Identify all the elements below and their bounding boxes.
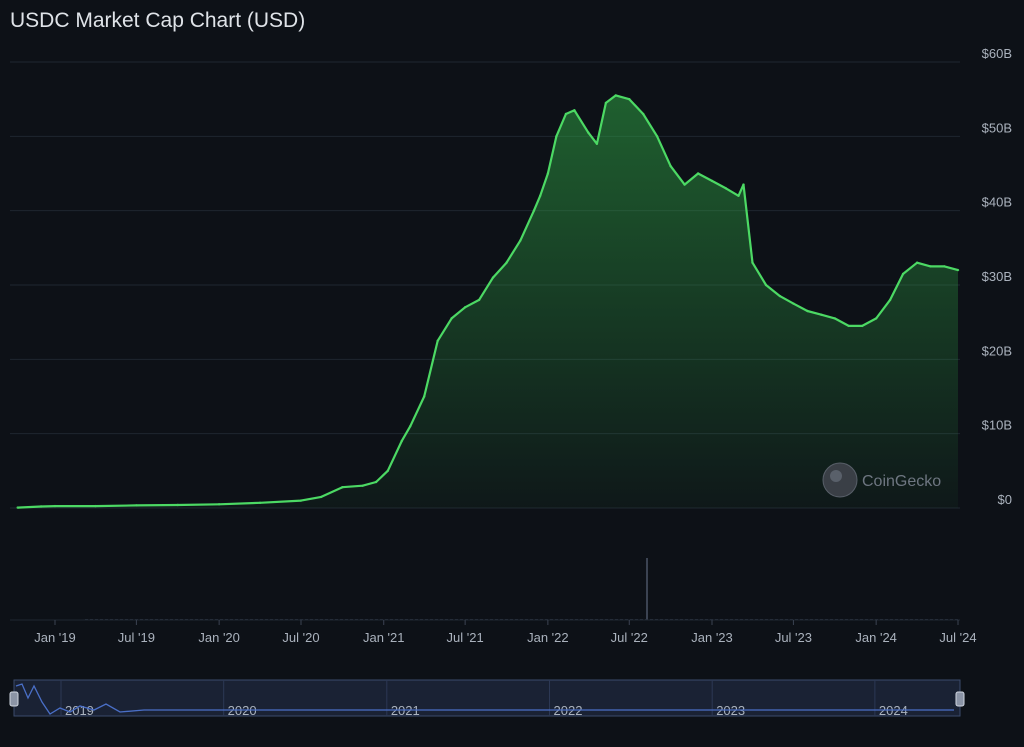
data-point[interactable] — [491, 276, 495, 279]
x-tick-label: Jul '23 — [775, 630, 812, 645]
data-point[interactable] — [875, 317, 878, 320]
data-point[interactable] — [320, 495, 323, 499]
data-point[interactable] — [792, 302, 795, 305]
data-point[interactable] — [505, 261, 508, 264]
x-tick-label: Jan '19 — [34, 630, 76, 645]
data-point[interactable] — [546, 172, 550, 175]
data-point[interactable] — [176, 503, 179, 507]
data-point[interactable] — [929, 265, 932, 268]
data-point[interactable] — [669, 164, 672, 168]
data-point[interactable] — [915, 261, 919, 264]
data-point[interactable] — [539, 194, 542, 197]
data-point[interactable] — [956, 268, 960, 272]
navigator-series-line — [15, 683, 954, 715]
data-point[interactable] — [614, 94, 617, 97]
data-point[interactable] — [94, 504, 97, 508]
data-point[interactable] — [409, 425, 412, 428]
data-point[interactable] — [861, 324, 864, 328]
data-point[interactable] — [532, 209, 536, 212]
data-point[interactable] — [258, 501, 262, 504]
data-point[interactable] — [436, 339, 439, 342]
x-tick-label: Jan '23 — [691, 630, 733, 645]
data-point[interactable] — [696, 172, 700, 175]
data-point[interactable] — [888, 298, 892, 302]
data-point[interactable] — [737, 194, 740, 197]
data-point[interactable] — [477, 298, 481, 302]
data-point[interactable] — [628, 98, 631, 101]
y-tick-label: $30B — [982, 269, 1012, 284]
data-point[interactable] — [361, 484, 364, 487]
data-point[interactable] — [217, 503, 221, 506]
data-point[interactable] — [604, 101, 608, 105]
data-point[interactable] — [400, 439, 403, 443]
data-point[interactable] — [724, 187, 728, 190]
data-point[interactable] — [595, 142, 599, 145]
x-tick-label: Jan '20 — [198, 630, 240, 645]
watermark: CoinGecko — [862, 473, 941, 490]
navigator-tick-label: 2019 — [65, 703, 94, 718]
x-tick-label: Jul '20 — [282, 630, 319, 645]
data-point[interactable] — [943, 265, 946, 268]
data-point[interactable] — [299, 499, 303, 502]
navigator-right-handle[interactable] — [955, 691, 965, 707]
y-tick-label: $60B — [982, 46, 1012, 61]
series-line[interactable] — [17, 94, 959, 509]
x-tick-label: Jan '22 — [527, 630, 569, 645]
data-point[interactable] — [806, 309, 809, 313]
data-point[interactable] — [655, 135, 659, 138]
data-point[interactable] — [53, 504, 57, 508]
y-tick-label: $10B — [982, 418, 1012, 433]
x-tick-label: Jul '22 — [611, 630, 648, 645]
data-point[interactable] — [833, 317, 836, 320]
data-point[interactable] — [39, 505, 43, 508]
data-point[interactable] — [423, 395, 426, 398]
x-tick-label: Jul '21 — [447, 630, 484, 645]
data-point[interactable] — [778, 294, 782, 298]
y-tick-label: $50B — [982, 120, 1012, 135]
data-point[interactable] — [683, 183, 686, 186]
chart-title: USDC Market Cap Chart (USD) — [10, 9, 306, 32]
data-point[interactable] — [519, 239, 522, 242]
data-point[interactable] — [463, 306, 467, 309]
volume-spike — [646, 558, 648, 620]
data-point[interactable] — [555, 135, 558, 138]
data-point[interactable] — [374, 480, 378, 484]
coingecko-logo-eye-icon — [830, 470, 842, 482]
data-point[interactable] — [450, 317, 453, 320]
data-point[interactable] — [901, 272, 905, 276]
data-point[interactable] — [642, 112, 645, 116]
x-tick-label: Jul '19 — [118, 630, 155, 645]
data-point[interactable] — [847, 324, 850, 328]
data-point[interactable] — [564, 112, 568, 116]
navigator-left-handle[interactable] — [9, 691, 19, 707]
data-point[interactable] — [764, 283, 768, 287]
data-point[interactable] — [135, 504, 138, 507]
series-area — [17, 95, 958, 509]
data-point[interactable] — [742, 183, 745, 186]
data-point[interactable] — [710, 179, 714, 183]
data-point[interactable] — [587, 131, 590, 134]
data-point[interactable] — [751, 261, 754, 264]
data-point[interactable] — [386, 469, 389, 472]
y-tick-label: $20B — [982, 343, 1012, 358]
y-tick-label: $0 — [998, 492, 1012, 507]
data-point[interactable] — [341, 486, 344, 489]
x-tick-label: Jan '21 — [363, 630, 405, 645]
x-tick-label: Jan '24 — [855, 630, 897, 645]
data-point[interactable] — [820, 313, 823, 316]
y-tick-label: $40B — [982, 195, 1012, 210]
data-point[interactable] — [16, 506, 19, 509]
x-tick-label: Jul '24 — [939, 630, 976, 645]
data-point[interactable] — [573, 109, 576, 112]
